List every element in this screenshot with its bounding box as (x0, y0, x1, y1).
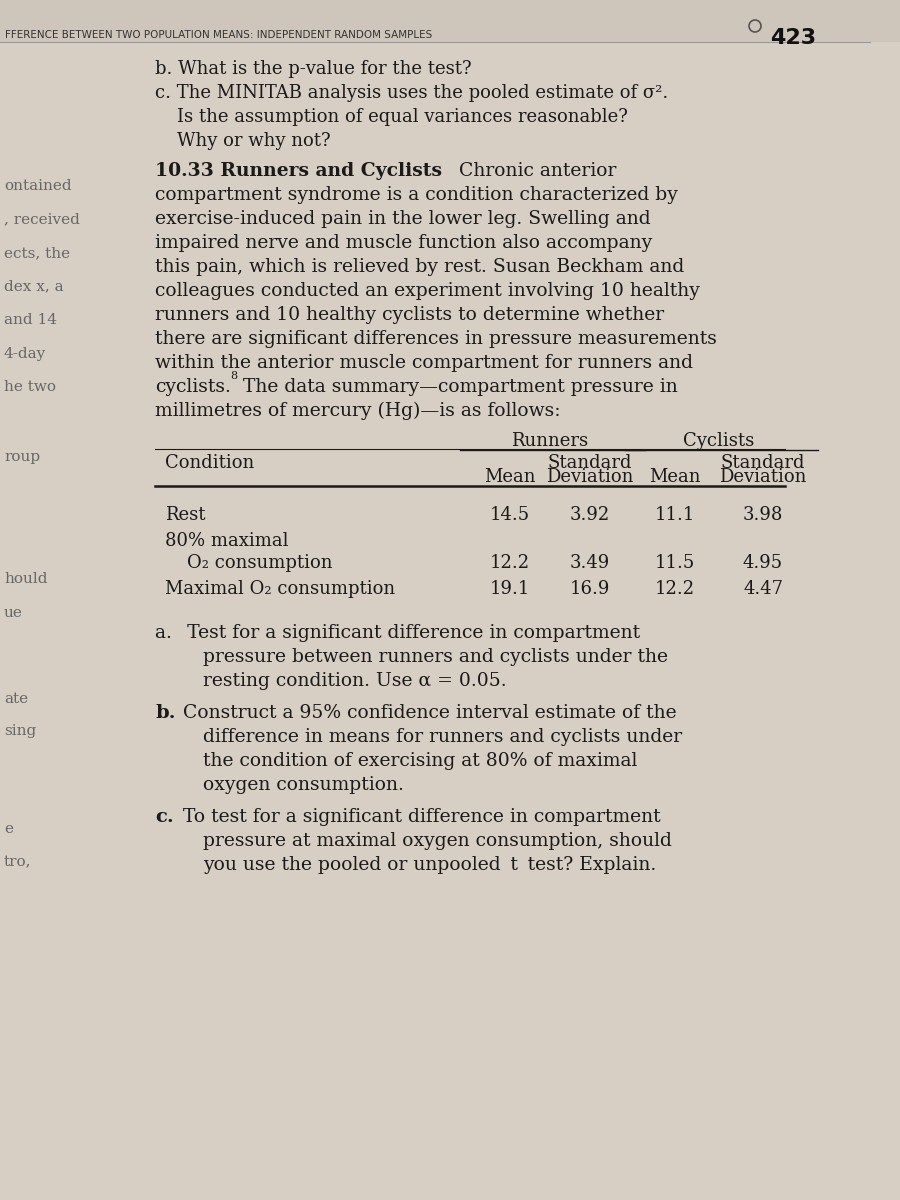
Text: Maximal O₂ consumption: Maximal O₂ consumption (165, 580, 395, 598)
Text: Cyclists: Cyclists (683, 432, 754, 450)
Text: oxygen consumption.: oxygen consumption. (203, 776, 404, 794)
Text: you use the pooled or unpooled  t  test? Explain.: you use the pooled or unpooled t test? E… (203, 856, 656, 874)
Text: 16.9: 16.9 (570, 580, 610, 598)
Text: b. What is the p-value for the test?: b. What is the p-value for the test? (155, 60, 472, 78)
Text: impaired nerve and muscle function also accompany: impaired nerve and muscle function also … (155, 234, 652, 252)
Text: To test for a significant difference in compartment: To test for a significant difference in … (177, 808, 661, 826)
Text: Mean: Mean (649, 468, 701, 486)
Text: Chronic anterior: Chronic anterior (453, 162, 616, 180)
Text: pressure at maximal oxygen consumption, should: pressure at maximal oxygen consumption, … (203, 832, 672, 850)
Text: c.: c. (155, 808, 174, 826)
Text: runners and 10 healthy cyclists to determine whether: runners and 10 healthy cyclists to deter… (155, 306, 664, 324)
Text: he two: he two (4, 380, 56, 395)
Text: there are significant differences in pressure measurements: there are significant differences in pre… (155, 330, 717, 348)
Text: Deviation: Deviation (719, 468, 806, 486)
Text: the condition of exercising at 80% of maximal: the condition of exercising at 80% of ma… (203, 752, 637, 770)
Text: , received: , received (4, 212, 80, 227)
Text: hould: hould (4, 572, 48, 587)
Text: O₂ consumption: O₂ consumption (187, 554, 332, 572)
Text: ontained: ontained (4, 179, 72, 193)
Text: Runners: Runners (511, 432, 589, 450)
Text: roup: roup (4, 450, 40, 464)
Text: compartment syndrome is a condition characterized by: compartment syndrome is a condition char… (155, 186, 678, 204)
Text: 10.33 Runners and Cyclists: 10.33 Runners and Cyclists (155, 162, 442, 180)
Text: 11.1: 11.1 (655, 506, 695, 524)
Text: dex x, a: dex x, a (4, 280, 64, 294)
Text: Mean: Mean (484, 468, 536, 486)
Text: Standard: Standard (548, 454, 632, 472)
Text: 14.5: 14.5 (490, 506, 530, 524)
Text: ects, the: ects, the (4, 246, 70, 260)
Text: within the anterior muscle compartment for runners and: within the anterior muscle compartment f… (155, 354, 693, 372)
Text: The data summary—compartment pressure in: The data summary—compartment pressure in (237, 378, 678, 396)
Text: 4.95: 4.95 (742, 554, 783, 572)
Text: pressure between runners and cyclists under the: pressure between runners and cyclists un… (203, 648, 668, 666)
Text: Construct a 95% confidence interval estimate of the: Construct a 95% confidence interval esti… (177, 704, 677, 722)
Text: colleagues conducted an experiment involving 10 healthy: colleagues conducted an experiment invol… (155, 282, 700, 300)
Text: sing: sing (4, 724, 36, 738)
Text: 19.1: 19.1 (490, 580, 530, 598)
Text: this pain, which is relieved by rest. Susan Beckham and: this pain, which is relieved by rest. Su… (155, 258, 684, 276)
Bar (0, 0, 900, 42)
Text: 4-day: 4-day (4, 347, 46, 361)
Text: tro,: tro, (4, 856, 32, 870)
Text: ue: ue (4, 606, 23, 620)
Text: 423: 423 (770, 28, 816, 48)
Text: millimetres of mercury (Hg)—is as follows:: millimetres of mercury (Hg)—is as follow… (155, 402, 561, 420)
Text: resting condition. Use α = 0.05.: resting condition. Use α = 0.05. (203, 672, 507, 690)
Text: 12.2: 12.2 (490, 554, 530, 572)
Text: and 14: and 14 (4, 313, 57, 328)
Text: ate: ate (4, 692, 28, 707)
Text: Deviation: Deviation (546, 468, 634, 486)
Text: Why or why not?: Why or why not? (177, 132, 330, 150)
Text: FFERENCE BETWEEN TWO POPULATION MEANS: INDEPENDENT RANDOM SAMPLES: FFERENCE BETWEEN TWO POPULATION MEANS: I… (5, 30, 432, 40)
Text: difference in means for runners and cyclists under: difference in means for runners and cycl… (203, 728, 682, 746)
Text: 11.5: 11.5 (655, 554, 695, 572)
Text: 3.92: 3.92 (570, 506, 610, 524)
Text: c. The MINITAB analysis uses the pooled estimate of σ².: c. The MINITAB analysis uses the pooled … (155, 84, 668, 102)
Text: a.  Test for a significant difference in compartment: a. Test for a significant difference in … (155, 624, 640, 642)
Text: e: e (4, 822, 13, 836)
Text: b.: b. (155, 704, 176, 722)
Text: 12.2: 12.2 (655, 580, 695, 598)
Text: 4.47: 4.47 (743, 580, 783, 598)
Text: 3.98: 3.98 (742, 506, 783, 524)
Text: Condition: Condition (165, 454, 254, 472)
Text: Is the assumption of equal variances reasonable?: Is the assumption of equal variances rea… (177, 108, 628, 126)
Text: cyclists.: cyclists. (155, 378, 231, 396)
Text: 8: 8 (230, 371, 237, 382)
Text: exercise-induced pain in the lower leg. Swelling and: exercise-induced pain in the lower leg. … (155, 210, 651, 228)
Text: Standard: Standard (721, 454, 806, 472)
Text: 80% maximal: 80% maximal (165, 532, 289, 550)
Text: Rest: Rest (165, 506, 205, 524)
Text: 3.49: 3.49 (570, 554, 610, 572)
